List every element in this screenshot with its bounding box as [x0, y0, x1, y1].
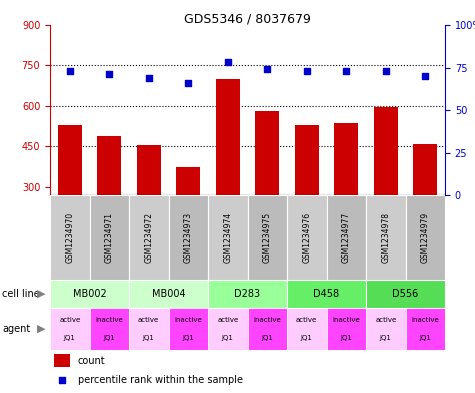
Bar	[58, 125, 82, 268]
Point	[66, 68, 74, 74]
Bar	[287, 308, 326, 350]
Text: MB002: MB002	[73, 289, 106, 299]
Bar	[89, 308, 129, 350]
Text: MB004: MB004	[152, 289, 185, 299]
Point	[342, 68, 350, 74]
Text: count: count	[77, 356, 105, 365]
Point	[145, 75, 152, 81]
Text: percentile rank within the sample: percentile rank within the sample	[77, 375, 243, 385]
Text: ▶: ▶	[37, 289, 45, 299]
Point	[382, 68, 390, 74]
Text: JQ1: JQ1	[340, 335, 352, 341]
Text: active: active	[375, 317, 396, 323]
Bar	[287, 280, 366, 308]
Text: JQ1: JQ1	[143, 335, 155, 341]
Text: GSM1234978: GSM1234978	[381, 212, 390, 263]
Bar	[137, 145, 161, 268]
Text: inactive: inactive	[253, 317, 281, 323]
Text: active: active	[296, 317, 317, 323]
Text: GSM1234972: GSM1234972	[144, 212, 153, 263]
Text: GSM1234977: GSM1234977	[342, 212, 351, 263]
Text: inactive: inactive	[332, 317, 360, 323]
Text: inactive: inactive	[95, 317, 123, 323]
Text: ▶: ▶	[37, 324, 45, 334]
Bar	[247, 195, 287, 280]
Bar	[50, 308, 89, 350]
Text: JQ1: JQ1	[301, 335, 313, 341]
Bar	[208, 308, 247, 350]
Bar	[287, 195, 326, 280]
Bar	[326, 308, 366, 350]
Bar	[366, 280, 445, 308]
Text: JQ1: JQ1	[222, 335, 234, 341]
Bar	[413, 144, 437, 268]
Title: GDS5346 / 8037679: GDS5346 / 8037679	[184, 12, 311, 25]
Text: JQ1: JQ1	[380, 335, 392, 341]
Point	[58, 376, 66, 383]
Bar	[50, 280, 129, 308]
Text: D556: D556	[392, 289, 418, 299]
Text: JQ1: JQ1	[261, 335, 273, 341]
Text: JQ1: JQ1	[182, 335, 194, 341]
Bar	[54, 354, 70, 367]
Point	[303, 68, 311, 74]
Bar	[256, 111, 279, 268]
Bar	[169, 195, 208, 280]
Bar	[334, 123, 358, 268]
Point	[264, 66, 271, 72]
Bar	[366, 308, 406, 350]
Text: GSM1234974: GSM1234974	[223, 212, 232, 263]
Text: GSM1234973: GSM1234973	[184, 212, 193, 263]
Text: agent: agent	[2, 324, 30, 334]
Bar	[97, 136, 121, 268]
Text: JQ1: JQ1	[104, 335, 115, 341]
Text: inactive: inactive	[174, 317, 202, 323]
Bar	[216, 79, 239, 268]
Bar	[326, 195, 366, 280]
Bar	[406, 195, 445, 280]
Bar	[295, 125, 319, 268]
Bar	[129, 280, 208, 308]
Text: active: active	[138, 317, 160, 323]
Text: GSM1234970: GSM1234970	[65, 212, 74, 263]
Text: D458: D458	[314, 289, 340, 299]
Bar	[176, 167, 200, 268]
Point	[184, 80, 192, 86]
Bar	[406, 308, 445, 350]
Text: active: active	[59, 317, 80, 323]
Bar	[208, 280, 287, 308]
Text: GSM1234979: GSM1234979	[421, 212, 430, 263]
Text: JQ1: JQ1	[64, 335, 76, 341]
Text: active: active	[217, 317, 238, 323]
Bar	[366, 195, 406, 280]
Text: GSM1234976: GSM1234976	[302, 212, 311, 263]
Text: D283: D283	[235, 289, 261, 299]
Bar	[247, 308, 287, 350]
Bar	[129, 308, 169, 350]
Bar	[50, 195, 89, 280]
Point	[224, 59, 231, 66]
Bar	[169, 308, 208, 350]
Text: GSM1234975: GSM1234975	[263, 212, 272, 263]
Bar	[129, 195, 169, 280]
Bar	[374, 107, 398, 268]
Text: JQ1: JQ1	[419, 335, 431, 341]
Text: GSM1234971: GSM1234971	[105, 212, 114, 263]
Text: inactive: inactive	[411, 317, 439, 323]
Text: cell line: cell line	[2, 289, 40, 299]
Point	[105, 71, 113, 77]
Bar	[89, 195, 129, 280]
Bar	[208, 195, 247, 280]
Point	[421, 73, 429, 79]
